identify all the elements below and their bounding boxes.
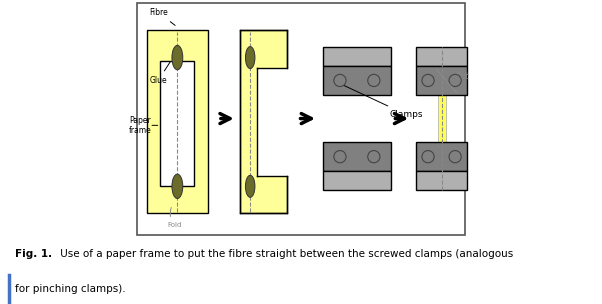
Bar — [416, 66, 467, 95]
Text: for pinching clamps).: for pinching clamps). — [15, 284, 126, 294]
Circle shape — [334, 74, 346, 87]
Bar — [323, 66, 391, 95]
Bar — [323, 142, 391, 171]
Ellipse shape — [246, 47, 255, 69]
Bar — [147, 30, 208, 213]
Text: Fig. 1.: Fig. 1. — [15, 249, 52, 259]
Text: Clamps: Clamps — [336, 82, 423, 119]
Ellipse shape — [172, 174, 183, 199]
Circle shape — [368, 74, 380, 87]
Bar — [438, 95, 445, 142]
Circle shape — [422, 150, 434, 163]
Bar — [323, 47, 391, 66]
Bar — [257, 68, 289, 176]
Circle shape — [449, 150, 461, 163]
Text: Fibre: Fibre — [149, 8, 175, 26]
Text: Cut: Cut — [456, 72, 469, 81]
Bar — [416, 171, 467, 190]
Bar — [160, 61, 194, 186]
Ellipse shape — [172, 45, 183, 70]
Circle shape — [422, 74, 434, 87]
Bar — [416, 47, 467, 66]
Circle shape — [449, 74, 461, 87]
Text: Use of a paper frame to put the fibre straight between the screwed clamps (analo: Use of a paper frame to put the fibre st… — [57, 249, 513, 259]
Bar — [416, 142, 467, 171]
Text: Fold: Fold — [167, 208, 182, 228]
Circle shape — [334, 150, 346, 163]
Bar — [240, 30, 287, 213]
Bar — [323, 171, 391, 190]
Text: Paper
frame: Paper frame — [129, 116, 152, 135]
Ellipse shape — [246, 175, 255, 197]
Text: Glue: Glue — [149, 62, 170, 85]
Circle shape — [368, 150, 380, 163]
